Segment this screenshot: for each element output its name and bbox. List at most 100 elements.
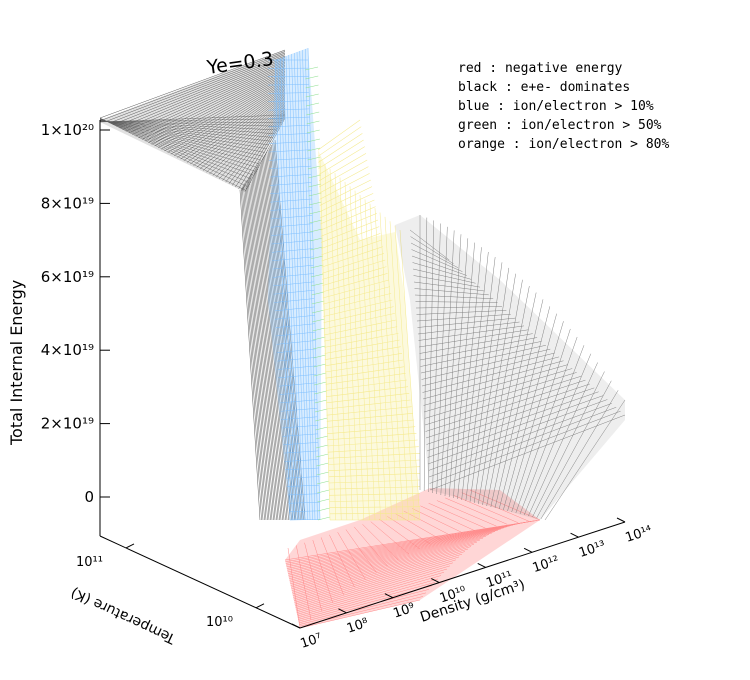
y-axis-line	[99, 535, 301, 629]
mesh-line	[287, 523, 517, 574]
mesh-line	[193, 93, 286, 166]
mesh-line	[305, 75, 319, 80]
legend-entry-orange: orange : ion/electron > 80%	[458, 137, 669, 152]
mesh-line	[319, 166, 369, 194]
mesh-line	[325, 359, 404, 373]
mesh-line	[246, 179, 270, 521]
mesh-line	[323, 306, 394, 323]
y-axis-title: Temperature (K)	[69, 584, 179, 647]
mesh-line	[202, 98, 286, 171]
mesh-line	[420, 341, 542, 367]
mesh-line	[141, 69, 286, 140]
mesh-line	[306, 120, 320, 125]
x-tick-mark	[616, 517, 626, 523]
mesh-line	[270, 206, 312, 211]
mesh-line	[320, 219, 379, 243]
mesh-line	[254, 168, 280, 521]
mesh-line	[327, 446, 419, 453]
mesh-line	[271, 248, 314, 253]
mesh-line	[523, 353, 592, 516]
mesh-line	[473, 267, 510, 504]
mesh-line	[427, 395, 604, 458]
mesh-line	[324, 346, 401, 360]
mesh-line	[268, 108, 310, 111]
mesh-line	[494, 299, 544, 509]
mesh-line	[260, 159, 288, 521]
mesh-line	[307, 47, 321, 521]
mesh-line	[245, 181, 268, 521]
mesh-line	[445, 497, 508, 525]
mesh-line	[251, 173, 276, 521]
mesh-line	[411, 508, 464, 534]
mesh-line	[423, 217, 428, 492]
mesh-line	[469, 262, 503, 503]
mesh-line	[328, 479, 421, 484]
mesh-line	[326, 413, 413, 422]
mesh-line	[235, 113, 286, 188]
mesh-line	[264, 154, 292, 521]
mesh-line	[243, 184, 265, 521]
mesh-line	[461, 251, 489, 501]
mesh-line	[325, 366, 405, 379]
mesh-line	[507, 321, 564, 512]
x-tick-mark	[431, 578, 440, 584]
mesh-line	[374, 208, 393, 521]
mesh-line	[270, 198, 312, 203]
mesh-region	[100, 50, 285, 192]
mesh-line	[122, 60, 286, 130]
z-ticks: 0 2×10¹⁹ 4×10¹⁹ 6×10¹⁹ 8×10¹⁹ 1×10²⁰	[41, 121, 110, 506]
mesh-line	[99, 119, 260, 164]
mesh-line	[314, 399, 327, 404]
mesh-line	[311, 300, 325, 305]
mesh-line	[125, 61, 286, 132]
mesh-line	[268, 84, 309, 86]
mesh-line	[310, 246, 323, 251]
x-tick-mark	[291, 623, 301, 629]
mesh-line	[515, 336, 578, 514]
mesh-line	[116, 57, 286, 127]
mesh-line	[329, 506, 421, 508]
mesh-line	[412, 268, 476, 284]
mesh-line	[305, 48, 318, 521]
mesh-line	[286, 484, 320, 487]
mesh-line	[317, 507, 330, 512]
mesh-line	[308, 174, 321, 179]
mesh-line	[327, 426, 416, 434]
mesh-line	[311, 291, 325, 296]
mesh-line	[370, 521, 410, 555]
mesh-line	[482, 279, 523, 506]
mesh-line	[99, 118, 252, 179]
mesh-line	[319, 186, 373, 212]
mesh-line	[277, 365, 317, 370]
mesh-line	[288, 524, 514, 576]
mesh-line	[369, 203, 387, 521]
mesh-line	[417, 321, 520, 335]
mesh-line	[271, 231, 313, 236]
mesh-line	[315, 444, 329, 449]
mesh-line	[318, 146, 365, 175]
mesh-line	[416, 310, 507, 315]
mesh-line	[212, 102, 286, 176]
mesh-line	[311, 282, 324, 287]
mesh-line	[269, 174, 312, 178]
axes-frame	[99, 120, 626, 629]
mesh-line	[295, 556, 460, 607]
mesh-line	[272, 143, 303, 521]
x-tick-label: 10¹⁴	[624, 523, 654, 546]
mesh-line	[103, 51, 286, 120]
mesh-line	[269, 165, 311, 169]
mesh-line	[274, 59, 291, 521]
mesh-line	[436, 500, 497, 527]
mesh-line	[307, 165, 321, 170]
mesh-line	[269, 182, 312, 186]
mesh-line	[263, 156, 291, 521]
mesh-line	[421, 348, 551, 380]
mesh-line	[242, 186, 264, 521]
mesh-line	[314, 390, 327, 395]
mesh-line	[299, 592, 427, 625]
x-tick-mark	[384, 593, 394, 599]
mesh-line	[317, 516, 331, 521]
mesh-line	[259, 161, 286, 521]
mesh-line	[253, 169, 279, 521]
